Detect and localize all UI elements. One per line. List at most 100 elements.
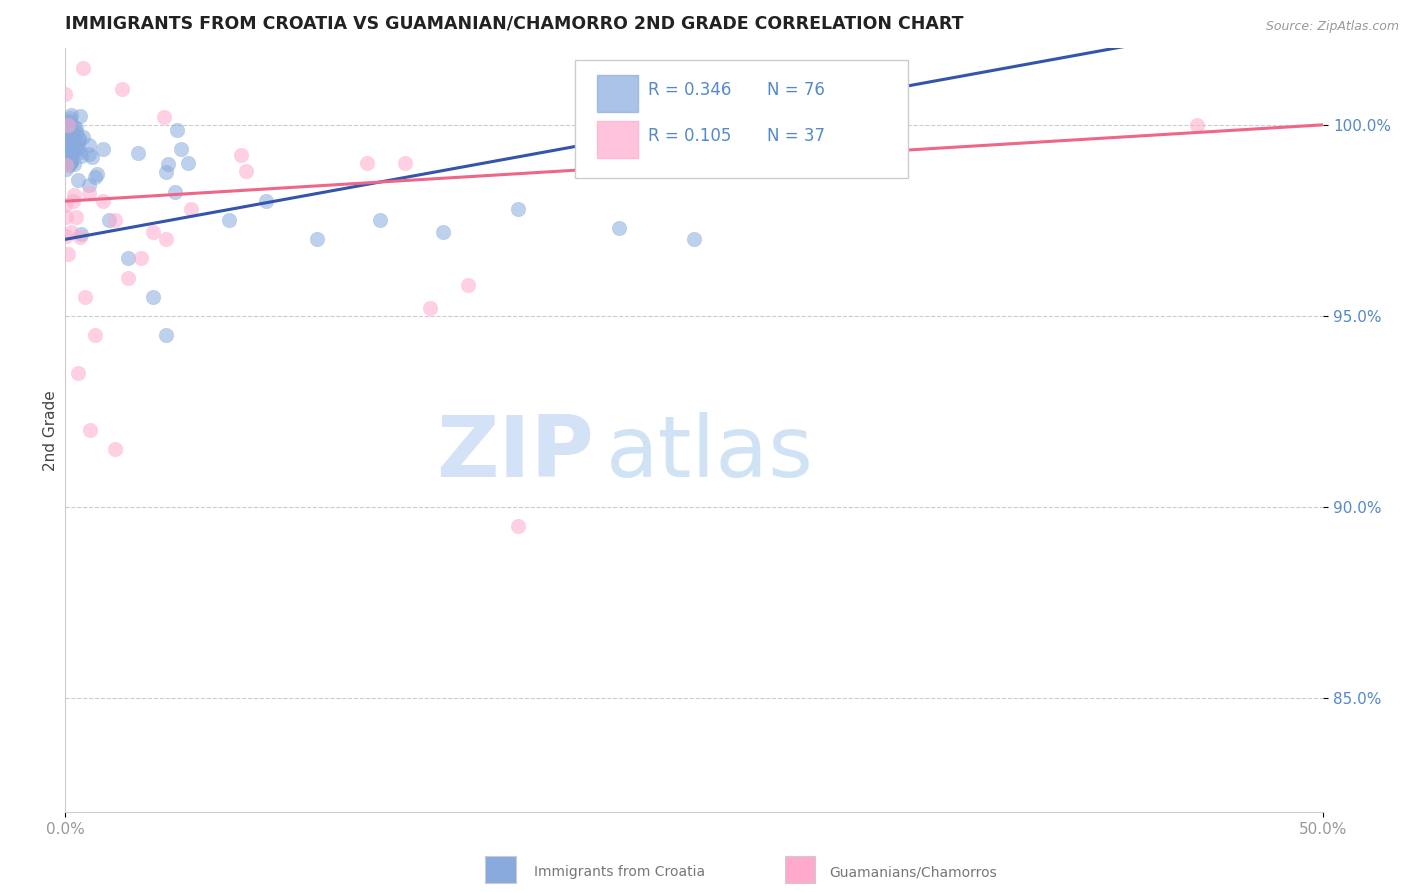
- Point: [84, 169, 107, 184]
- Point: [77, 178, 100, 192]
- Point: [91, 194, 114, 209]
- Point: [432, 225, 454, 239]
- Point: [65, 210, 87, 224]
- Point: [77, 137, 100, 152]
- Point: [142, 290, 165, 304]
- Point: [56, 143, 79, 157]
- Point: [59, 115, 82, 129]
- Point: [177, 156, 200, 170]
- Point: [70, 148, 93, 162]
- Point: [67, 131, 90, 145]
- Point: [62, 120, 84, 134]
- Point: [55, 228, 77, 243]
- Point: [60, 138, 83, 153]
- Text: R = 0.346: R = 0.346: [648, 81, 731, 99]
- Text: N = 37: N = 37: [768, 127, 825, 145]
- Point: [72, 130, 94, 145]
- Point: [63, 157, 86, 171]
- Point: [67, 133, 90, 147]
- Point: [394, 156, 416, 170]
- Point: [77, 186, 100, 201]
- Point: [55, 158, 77, 172]
- Point: [62, 131, 84, 145]
- Point: [607, 221, 630, 235]
- Point: [235, 163, 257, 178]
- Bar: [598, 75, 637, 112]
- Bar: [598, 121, 637, 158]
- Point: [166, 123, 188, 137]
- Point: [75, 290, 97, 304]
- Point: [80, 150, 103, 164]
- Point: [65, 143, 87, 157]
- Point: [97, 212, 120, 227]
- Text: atlas: atlas: [606, 412, 814, 495]
- Text: IMMIGRANTS FROM CROATIA VS GUAMANIAN/CHAMORRO 2ND GRADE CORRELATION CHART: IMMIGRANTS FROM CROATIA VS GUAMANIAN/CHA…: [65, 15, 963, 33]
- Point: [55, 134, 77, 148]
- Point: [104, 442, 127, 457]
- Y-axis label: 2nd Grade: 2nd Grade: [44, 390, 58, 471]
- Point: [155, 232, 177, 246]
- Point: [59, 134, 82, 148]
- Point: [93, 142, 115, 156]
- Point: [129, 252, 152, 266]
- Point: [70, 227, 93, 242]
- Point: [63, 142, 86, 156]
- Point: [55, 113, 77, 128]
- FancyBboxPatch shape: [575, 60, 908, 178]
- Point: [59, 155, 82, 169]
- Point: [231, 148, 253, 162]
- Point: [84, 327, 107, 342]
- Point: [356, 156, 378, 170]
- Point: [169, 142, 191, 156]
- Point: [117, 252, 139, 266]
- Point: [56, 247, 79, 261]
- Point: [60, 125, 83, 139]
- Point: [69, 145, 91, 160]
- Point: [60, 153, 83, 168]
- Point: [62, 194, 84, 208]
- Point: [683, 232, 706, 246]
- Point: [58, 158, 80, 172]
- Point: [72, 61, 94, 75]
- Point: [104, 213, 127, 227]
- Point: [58, 145, 80, 159]
- Point: [65, 125, 87, 139]
- Point: [59, 148, 82, 162]
- Point: [66, 366, 89, 380]
- Point: [58, 134, 80, 148]
- Point: [59, 136, 82, 150]
- Point: [66, 136, 89, 150]
- Point: [58, 118, 80, 132]
- Point: [60, 154, 83, 169]
- Point: [59, 126, 82, 140]
- Point: [117, 270, 139, 285]
- Point: [59, 155, 82, 169]
- Point: [53, 87, 76, 102]
- Point: [156, 157, 179, 171]
- Point: [59, 225, 82, 239]
- Point: [155, 327, 177, 342]
- Point: [62, 128, 84, 142]
- Point: [55, 141, 77, 155]
- Text: ZIP: ZIP: [436, 412, 593, 495]
- Point: [53, 198, 76, 212]
- Point: [163, 185, 186, 199]
- Point: [55, 162, 77, 177]
- Point: [63, 188, 86, 202]
- Point: [58, 154, 80, 169]
- Point: [305, 232, 328, 246]
- Point: [506, 202, 529, 216]
- Point: [86, 167, 108, 181]
- Point: [56, 120, 79, 134]
- Point: [127, 146, 149, 161]
- Point: [79, 423, 101, 437]
- Text: R = 0.105: R = 0.105: [648, 127, 731, 145]
- Point: [53, 145, 76, 159]
- Point: [152, 110, 174, 124]
- Point: [60, 128, 83, 142]
- Point: [65, 120, 87, 135]
- Point: [55, 211, 77, 225]
- Point: [506, 518, 529, 533]
- Point: [69, 109, 91, 123]
- Point: [60, 128, 83, 142]
